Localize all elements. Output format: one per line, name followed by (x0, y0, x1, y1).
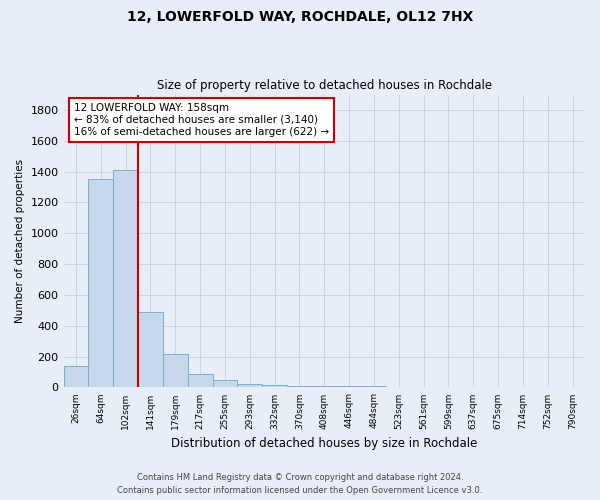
Text: 12 LOWERFOLD WAY: 158sqm
← 83% of detached houses are smaller (3,140)
16% of sem: 12 LOWERFOLD WAY: 158sqm ← 83% of detach… (74, 104, 329, 136)
X-axis label: Distribution of detached houses by size in Rochdale: Distribution of detached houses by size … (171, 437, 478, 450)
Bar (262, 385, 287, 388)
Bar (64, 366, 88, 388)
Y-axis label: Number of detached properties: Number of detached properties (15, 159, 25, 323)
Bar (312, 386, 337, 388)
Bar (138, 312, 163, 388)
Bar (287, 386, 312, 388)
Bar (113, 170, 138, 388)
Bar (88, 180, 113, 388)
Bar (238, 384, 262, 388)
Bar (212, 380, 238, 388)
Bar (337, 386, 362, 388)
Title: Size of property relative to detached houses in Rochdale: Size of property relative to detached ho… (157, 79, 492, 92)
Bar (163, 354, 188, 388)
Bar (362, 386, 386, 388)
Bar (188, 374, 212, 388)
Text: 12, LOWERFOLD WAY, ROCHDALE, OL12 7HX: 12, LOWERFOLD WAY, ROCHDALE, OL12 7HX (127, 10, 473, 24)
Text: Contains HM Land Registry data © Crown copyright and database right 2024.
Contai: Contains HM Land Registry data © Crown c… (118, 474, 482, 495)
